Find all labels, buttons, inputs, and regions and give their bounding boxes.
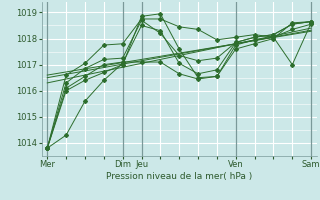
X-axis label: Pression niveau de la mer( hPa ): Pression niveau de la mer( hPa ) xyxy=(106,172,252,181)
